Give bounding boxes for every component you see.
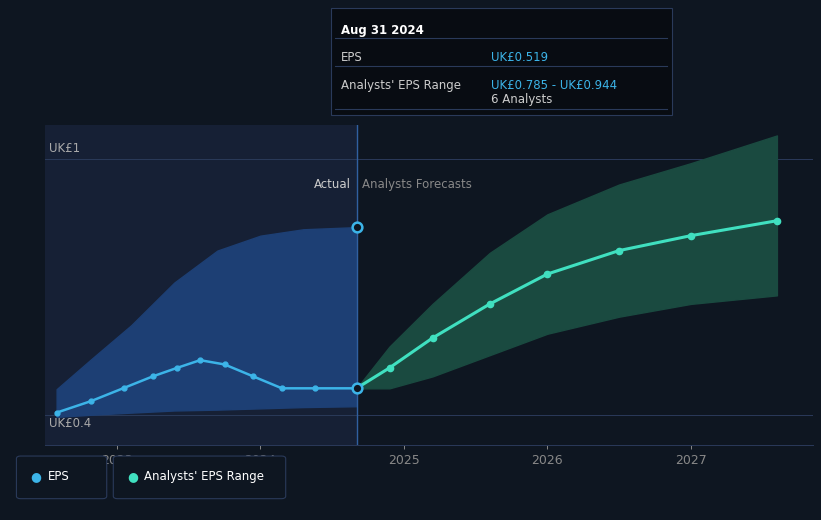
Bar: [45, 125, 356, 445]
Text: EPS: EPS: [341, 51, 362, 64]
Text: UK£1: UK£1: [49, 141, 80, 154]
Text: UK£0.785 - UK£0.944: UK£0.785 - UK£0.944: [491, 79, 617, 92]
Text: ●: ●: [30, 470, 41, 483]
Text: Analysts' EPS Range: Analysts' EPS Range: [341, 79, 461, 92]
Text: Analysts' EPS Range: Analysts' EPS Range: [144, 470, 264, 483]
Text: UK£0.519: UK£0.519: [491, 51, 548, 64]
Text: Actual: Actual: [314, 178, 351, 191]
Text: ●: ●: [127, 470, 138, 483]
Text: Analysts Forecasts: Analysts Forecasts: [362, 178, 472, 191]
Text: Aug 31 2024: Aug 31 2024: [341, 24, 424, 37]
Text: UK£0.4: UK£0.4: [49, 417, 92, 430]
Text: 6 Analysts: 6 Analysts: [491, 93, 553, 106]
Text: EPS: EPS: [48, 470, 69, 483]
